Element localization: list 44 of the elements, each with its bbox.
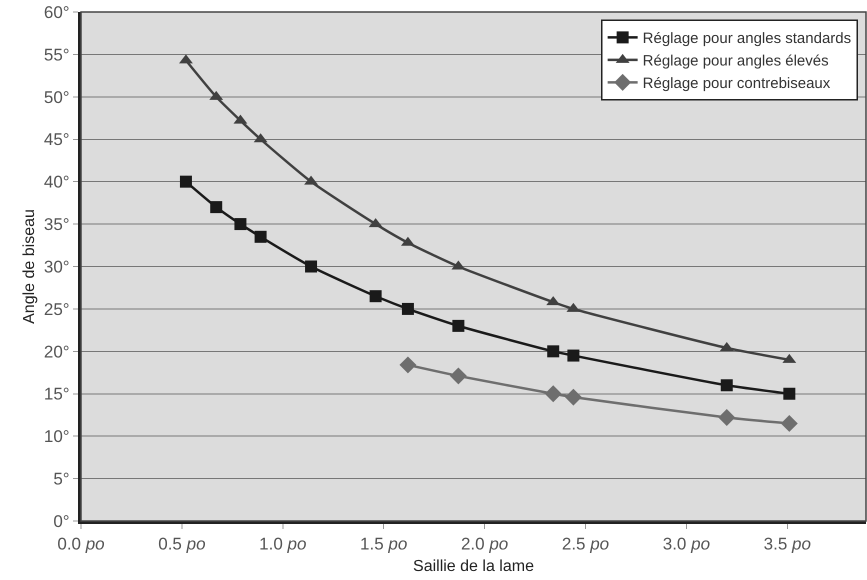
x-tick-label: 2.5 po — [562, 534, 610, 554]
y-tick-label: 0° — [53, 512, 70, 531]
y-tick-label: 40° — [44, 172, 70, 192]
legend-label: Réglage pour angles élevés — [642, 52, 829, 70]
x-tick-label: 3.5 po — [764, 534, 811, 554]
point — [370, 290, 382, 302]
y-tick-label: 35° — [44, 215, 70, 234]
point — [544, 385, 562, 402]
y-tick-label: 30° — [44, 257, 70, 276]
point — [234, 218, 246, 230]
point — [564, 388, 582, 406]
point — [305, 260, 318, 272]
y-tick-label: 55° — [44, 45, 70, 64]
y-tick-label: 20° — [44, 342, 70, 362]
point — [780, 414, 798, 432]
x-tick-label: 0.0 po — [57, 534, 105, 554]
x-tick-label: 2.0 po — [460, 534, 508, 554]
y-axis-title: Angle de biseau — [20, 209, 38, 324]
x-tick-label: 1.0 po — [259, 534, 306, 554]
point — [402, 302, 414, 315]
y-tick-label: 10° — [44, 427, 70, 446]
point — [180, 176, 192, 188]
legend-label: Réglage pour angles standards — [642, 30, 852, 48]
x-axis-title: Saillie de la lame — [413, 558, 534, 576]
legend-label: Réglage pour contrebiseaux — [642, 75, 831, 92]
y-tick-label: 25° — [44, 300, 70, 319]
y-tick-label: 60° — [44, 2, 70, 22]
point — [254, 230, 267, 243]
x-tick-label: 0.5 po — [158, 534, 206, 554]
point — [450, 367, 467, 384]
point — [399, 356, 416, 374]
point — [720, 379, 733, 392]
x-tick-label: 3.0 po — [662, 534, 710, 554]
point — [783, 388, 796, 400]
point — [718, 409, 736, 426]
x-tick-label: 1.5 po — [360, 534, 408, 554]
point — [547, 345, 560, 358]
y-tick-label: 45° — [44, 130, 70, 150]
y-tick-label: 15° — [44, 384, 70, 404]
point — [210, 201, 222, 214]
y-tick-label: 5° — [53, 470, 70, 489]
point — [567, 350, 580, 362]
point — [452, 320, 464, 332]
y-tick-label: 50° — [44, 88, 70, 107]
